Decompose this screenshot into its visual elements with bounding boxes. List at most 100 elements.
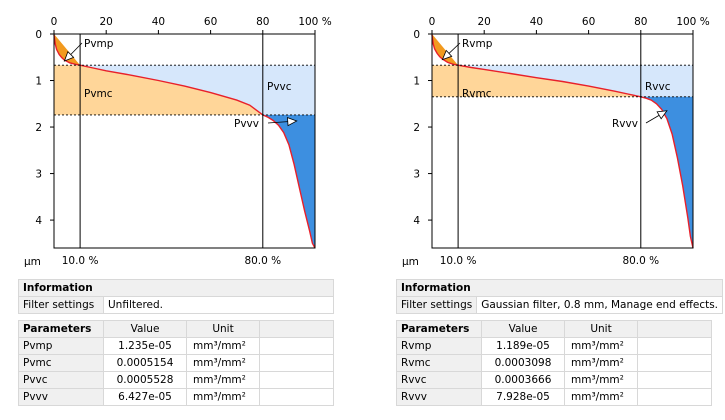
empty-header-cell [637,320,712,338]
filter-settings-value: Gaussian filter, 0.8 mm, Manage end effe… [476,296,724,314]
value-header: Value [481,320,565,338]
plot-frame [431,33,694,249]
x-tick-label: 20 [100,16,113,28]
mr1-label: 10.0 % [62,255,99,267]
empty-cell [259,337,334,355]
core-void-area [458,65,693,97]
core-void-area [80,65,315,115]
mr1-label: 10.0 % [440,255,477,267]
param-value: 1.189e-05 [481,337,565,355]
empty-cell [259,354,334,372]
parameters-table-right: Parameters Value Unit Rvmp 1.189e-05 mm³… [396,320,712,406]
parameters-header: Parameters [18,320,104,338]
abbott-firestone-chart-left: 0 20 40 60 80 100 % 0 1 2 3 4 µm 10.0 % 80.0 % Pvmp Pvm… [24,16,332,268]
param-name: Rvvc [396,371,482,389]
value-header: Value [103,320,187,338]
y-tick-label: 4 [35,215,42,227]
annotation-arrowhead [287,117,298,127]
information-table-right: Information Filter settings Gaussian fil… [395,279,724,314]
param-value: 0.0003098 [481,354,565,372]
annotation-arrowhead [63,51,75,62]
bearing-curve [53,34,316,249]
abbott-firestone-chart-right: 0 20 40 60 80 100 % 0 1 2 3 4 µm 10.0 % 80.0 % Rvmp Rvm… [402,16,710,268]
x-tick-label: 100 % [676,16,709,28]
core-material-area [432,65,641,97]
param-unit: mm³/mm² [186,371,260,389]
param-unit: mm³/mm² [186,354,260,372]
annotation-label: Pvmp [84,38,114,50]
y-tick-label: 1 [413,76,420,88]
empty-cell [259,388,334,406]
annotation-label: Rvmc [462,88,492,100]
y-tick-label: 0 [35,29,42,41]
mr2-label: 80.0 % [244,255,281,267]
y-tick-label: 3 [35,169,42,181]
x-tick-label: 40 [152,16,165,28]
table-row: Rvvv 7.928e-05 mm³/mm² [396,388,712,406]
param-name: Pvvc [18,371,104,389]
information-header: Information [395,279,724,297]
information-table-left: Information Filter settings Unfiltered. [18,279,334,314]
unit-header: Unit [564,320,638,338]
param-unit: mm³/mm² [564,354,638,372]
table-row: Rvmc 0.0003098 mm³/mm² [396,354,712,372]
x-tick-label: 40 [530,16,543,28]
param-name: Rvmc [396,354,482,372]
table-row: Pvvc 0.0005528 mm³/mm² [18,371,334,389]
table-row: Pvmc 0.0005154 mm³/mm² [18,354,334,372]
plot-frame [53,33,316,249]
mr2-label: 80.0 % [622,255,659,267]
param-unit: mm³/mm² [564,371,638,389]
y-tick-label: 2 [413,122,420,134]
param-unit: mm³/mm² [564,337,638,355]
empty-cell [637,337,712,355]
param-value: 1.235e-05 [103,337,187,355]
param-unit: mm³/mm² [186,337,260,355]
annotation-label: Rvmp [462,38,493,50]
x-tick-label: 80 [634,16,647,28]
filter-settings-value: Unfiltered. [103,296,334,314]
empty-cell [637,371,712,389]
y-unit-label: µm [24,256,41,268]
y-tick-label: 3 [413,169,420,181]
information-header: Information [18,279,334,297]
param-unit: mm³/mm² [564,388,638,406]
x-tick-label: 80 [256,16,269,28]
empty-cell [259,371,334,389]
param-value: 0.0003666 [481,371,565,389]
param-name: Pvmp [18,337,104,355]
x-tick-label: 0 [51,16,58,28]
parameters-table-left: Parameters Value Unit Pvmp 1.235e-05 mm³… [18,320,334,406]
x-tick-label: 0 [429,16,436,28]
bearing-curve [431,34,694,249]
y-tick-label: 4 [413,215,420,227]
chart-panel-left: 0 20 40 60 80 100 % 0 1 2 3 4 µm 10.0 % 80.0 % Pvmp Pvm… [0,0,334,420]
param-unit: mm³/mm² [186,388,260,406]
param-value: 7.928e-05 [481,388,565,406]
annotation-label: Rvvc [645,81,671,93]
param-name: Pvmc [18,354,104,372]
annotation-label: Rvvv [612,118,638,130]
x-tick-label: 60 [204,16,217,28]
annotation-arrowhead [441,49,453,61]
table-row: Rvmp 1.189e-05 mm³/mm² [396,337,712,355]
empty-cell [637,388,712,406]
x-tick-label: 100 % [298,16,331,28]
param-name: Rvvv [396,388,482,406]
parameters-header: Parameters [396,320,482,338]
param-name: Pvvv [18,388,104,406]
table-row: Pvvv 6.427e-05 mm³/mm² [18,388,334,406]
x-tick-label: 60 [582,16,595,28]
unit-header: Unit [186,320,260,338]
x-tick-label: 20 [478,16,491,28]
valley-void-area [262,114,315,249]
y-tick-label: 1 [35,76,42,88]
empty-header-cell [259,320,334,338]
param-value: 6.427e-05 [103,388,187,406]
y-unit-label: µm [402,256,419,268]
filter-settings-label: Filter settings [395,296,478,314]
annotation-label: Pvvc [267,81,292,93]
table-row: Rvvc 0.0003666 mm³/mm² [396,371,712,389]
param-value: 0.0005154 [103,354,187,372]
y-tick-label: 0 [413,29,420,41]
